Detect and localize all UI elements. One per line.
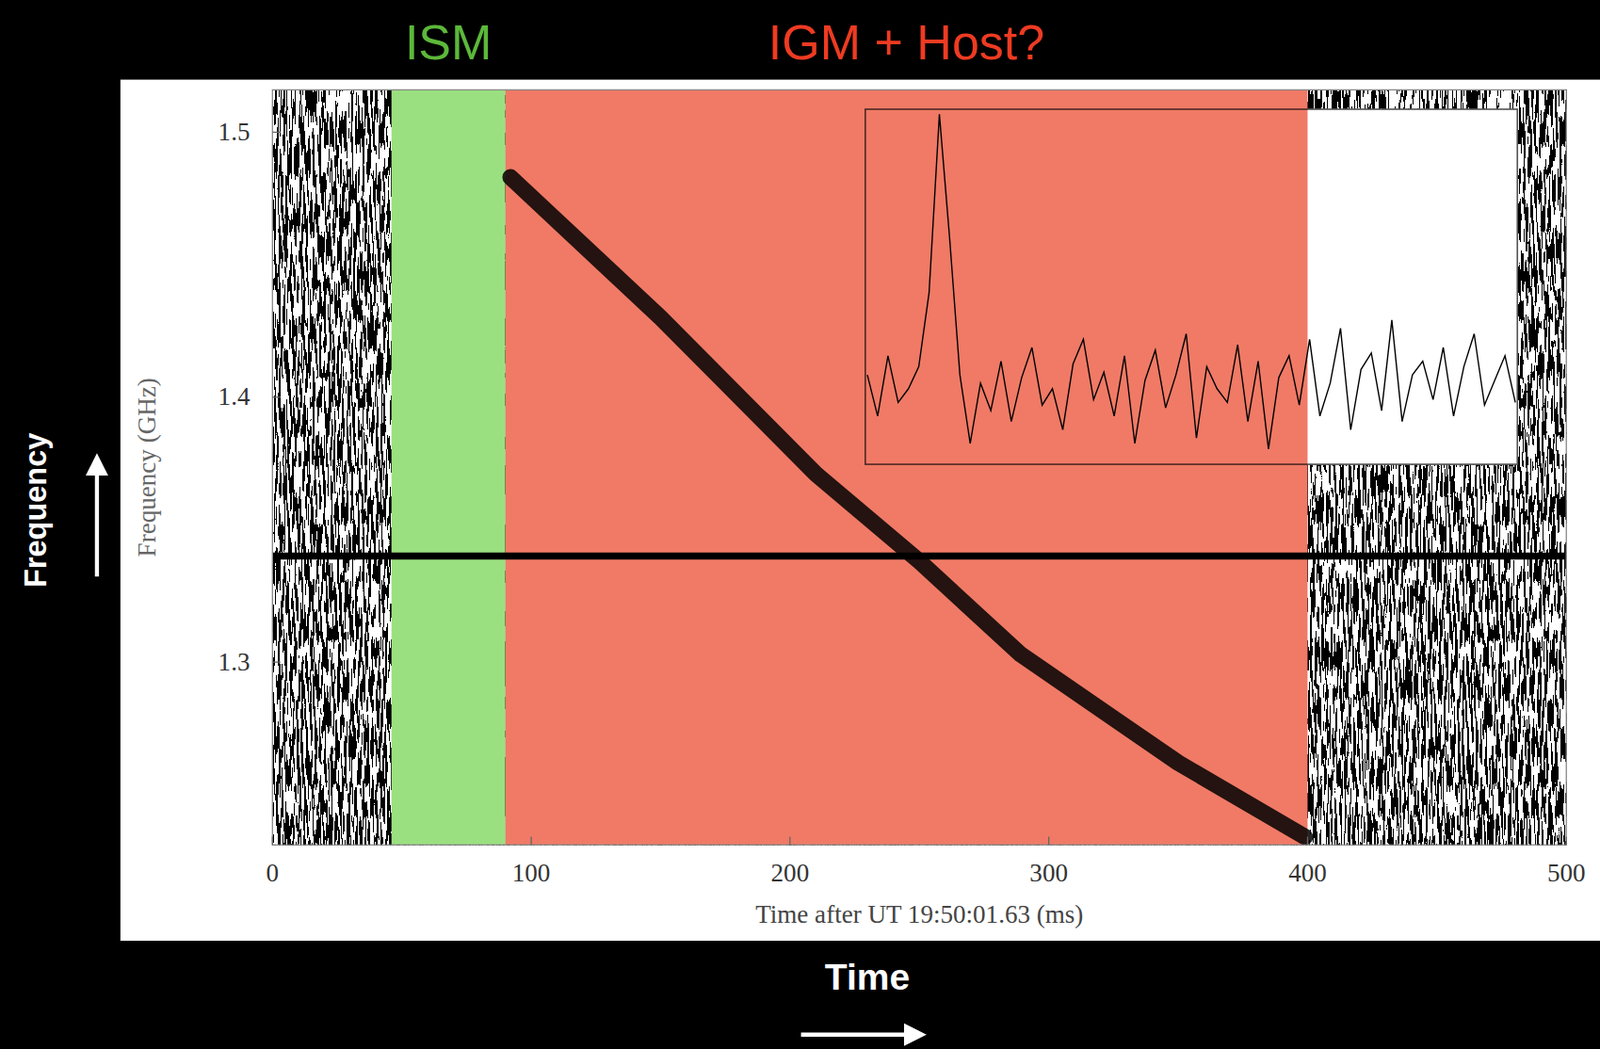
- region: [391, 89, 506, 845]
- region-label: IGM + Host?: [768, 15, 1045, 70]
- x-tick: [1566, 837, 1568, 846]
- y-tick-label: 1.5: [218, 117, 251, 146]
- time-annotation: Time: [824, 956, 910, 998]
- y-tick-label: 1.4: [218, 382, 251, 411]
- figure-panel: [120, 80, 1600, 942]
- x-tick: [1048, 837, 1050, 846]
- region: [505, 89, 1309, 845]
- region-label: ISM: [404, 15, 492, 70]
- y-tick-label: 1.3: [218, 647, 251, 677]
- y-tick: [272, 396, 281, 398]
- x-tick-label: 400: [1288, 858, 1327, 888]
- time-arrow-head: [904, 1023, 927, 1047]
- x-tick: [272, 837, 274, 846]
- plot-frame: [272, 89, 1567, 845]
- frequency-arrow-head: [85, 452, 109, 476]
- x-tick-label: 200: [771, 858, 810, 888]
- y-tick: [272, 661, 281, 663]
- x-tick-label: 500: [1547, 858, 1586, 888]
- x-axis-title: Time after UT 19:50:01.63 (ms): [755, 900, 1083, 929]
- x-tick-label: 300: [1029, 858, 1068, 888]
- y-tick: [272, 131, 281, 133]
- background: [0, 0, 1600, 1049]
- plot-area: [272, 89, 1567, 845]
- frequency-arrow-shaft: [95, 471, 99, 578]
- x-tick: [789, 837, 791, 846]
- y-axis-title: Frequency (GHz): [132, 377, 162, 557]
- x-tick: [1307, 837, 1309, 846]
- frequency-annotation: Frequency: [18, 433, 53, 588]
- time-arrow-shaft: [801, 1033, 909, 1037]
- x-tick-label: 100: [512, 858, 551, 888]
- slide: 0 100 200 300 400 500 1.3 1.4 1.5 Time after UT 1…: [0, 0, 1600, 1049]
- x-tick: [530, 837, 532, 846]
- dynamic-spectrum-noise: [272, 89, 1567, 845]
- x-tick-label: 0: [266, 858, 280, 888]
